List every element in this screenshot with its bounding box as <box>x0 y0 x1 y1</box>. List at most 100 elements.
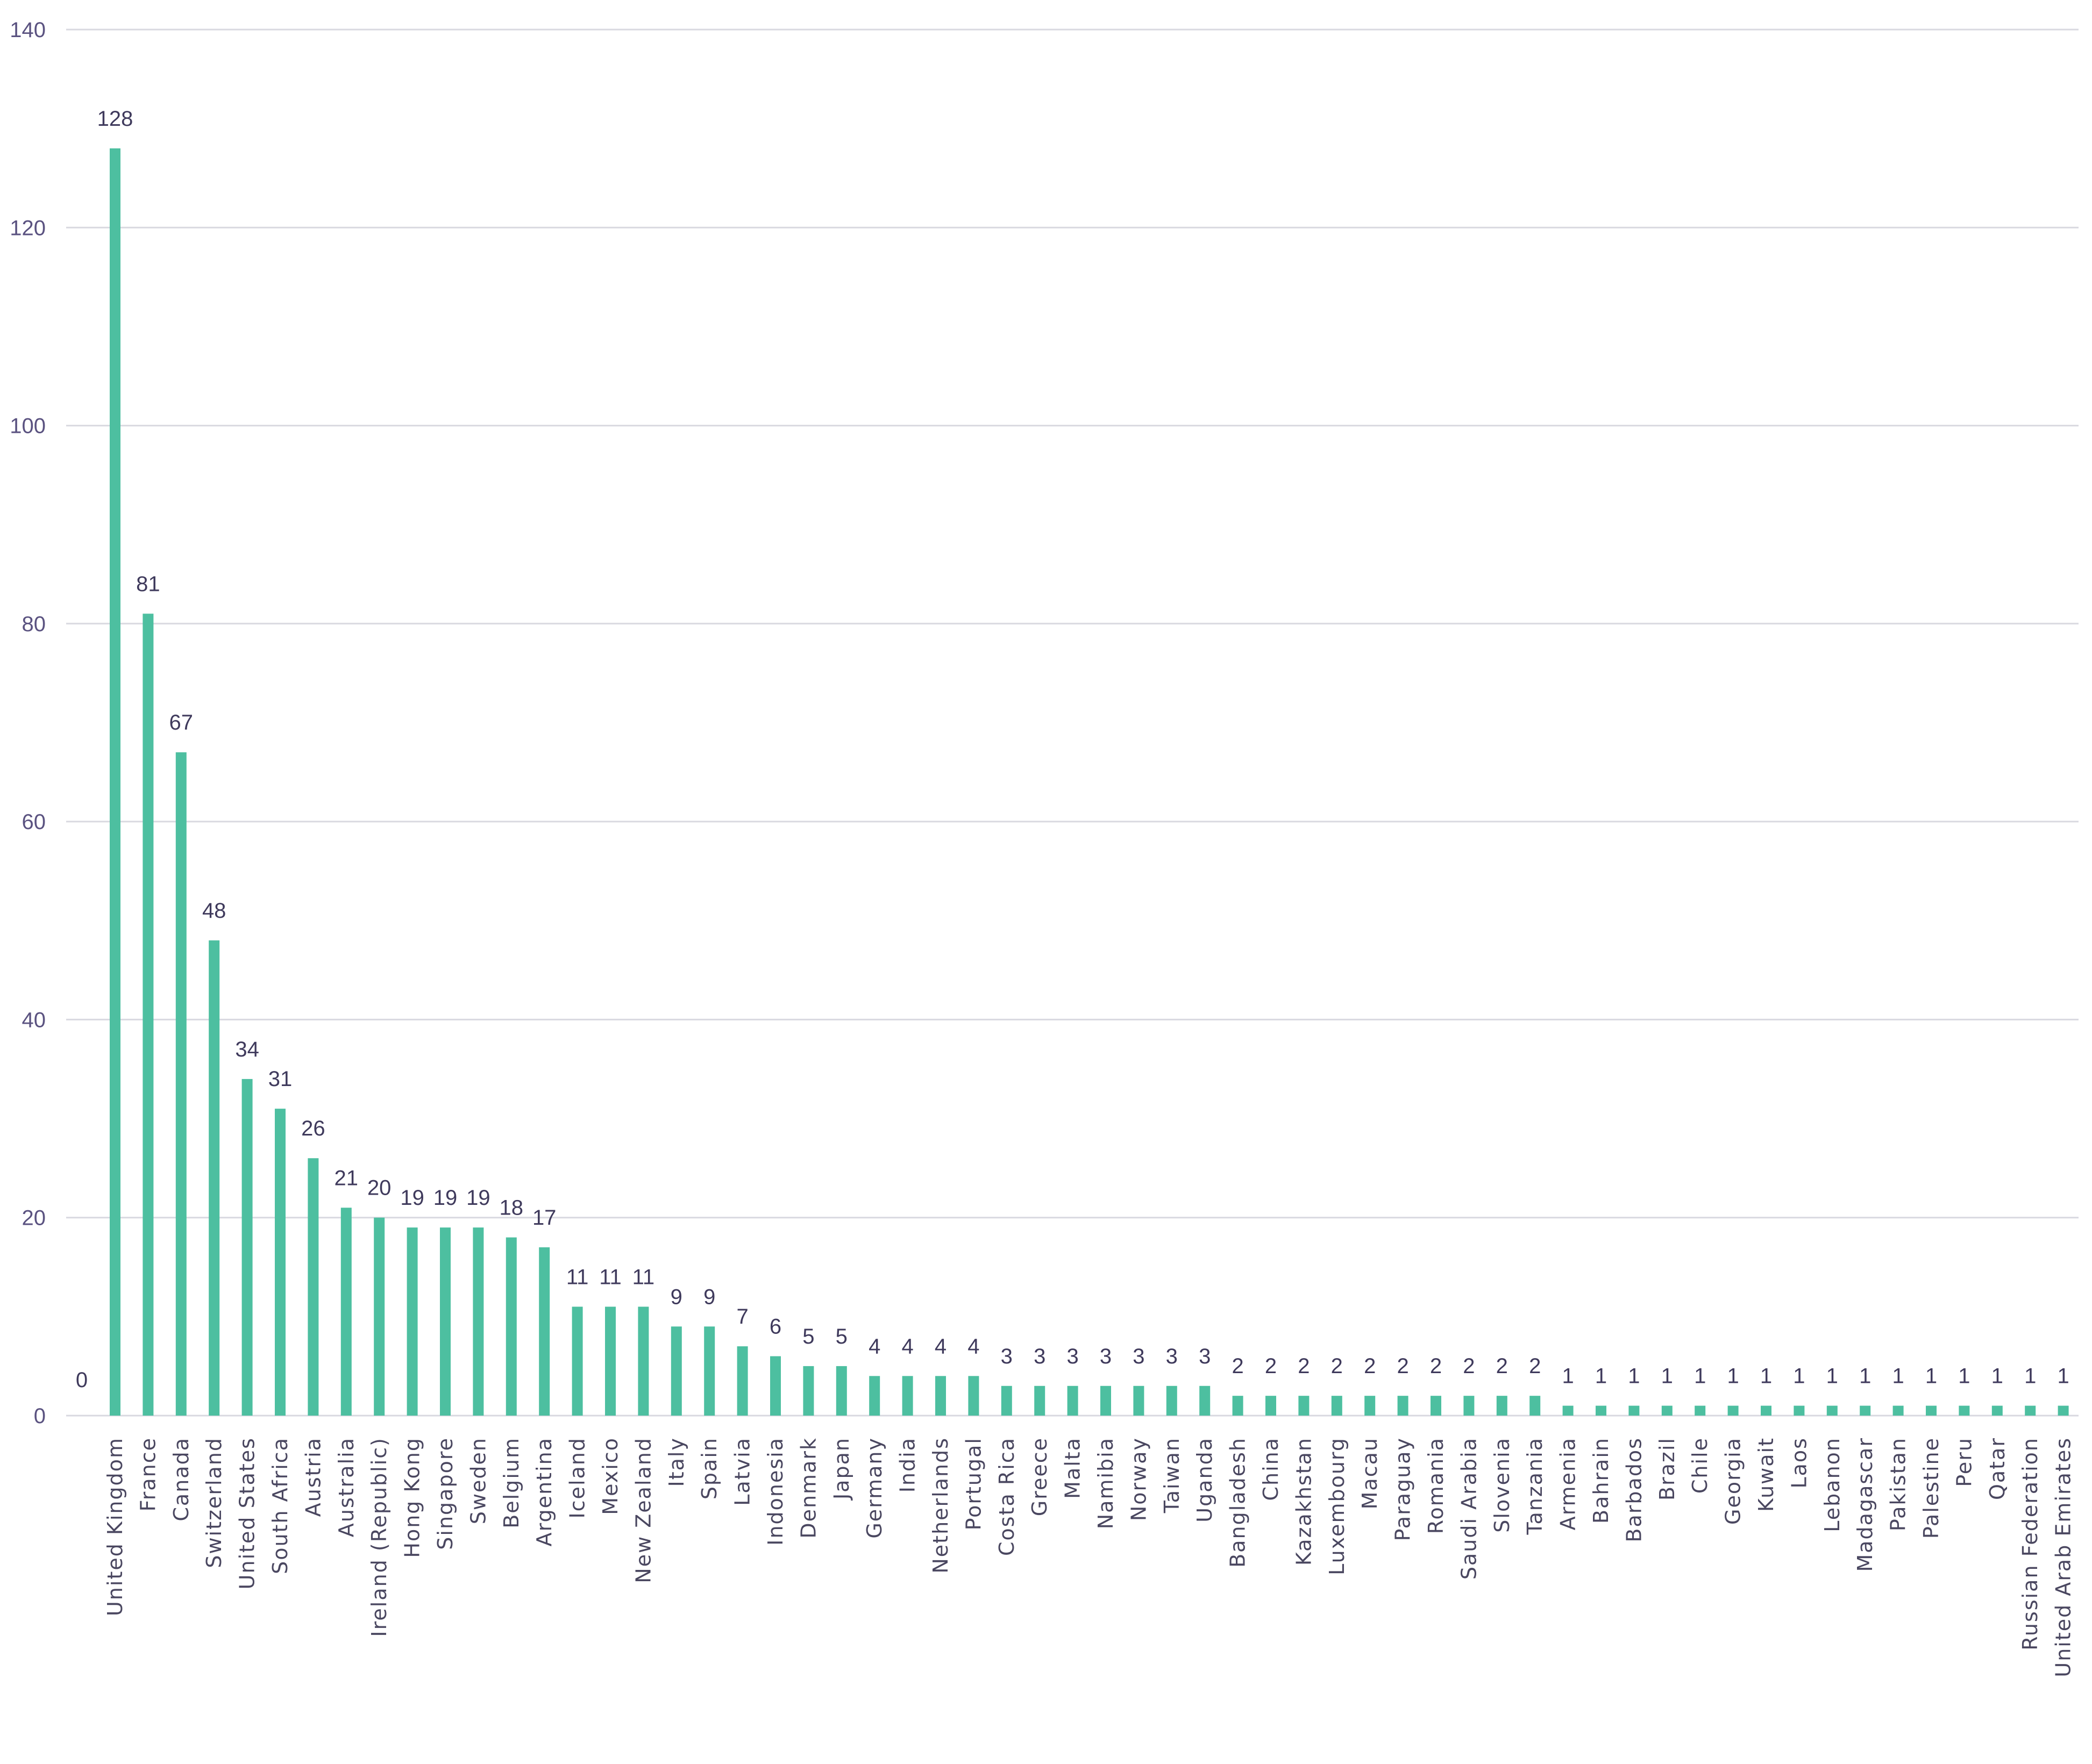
category-label: Germany <box>863 1437 886 1539</box>
category-label: Bahrain <box>1589 1437 1613 1524</box>
data-label: 3 <box>1034 1345 1045 1368</box>
category-label: Iceland <box>566 1437 589 1519</box>
gridlines <box>66 28 2079 1417</box>
bar <box>1034 1386 1045 1416</box>
bar <box>869 1376 880 1416</box>
category-label: Latvia <box>731 1437 755 1506</box>
category-label: Spain <box>698 1437 721 1499</box>
data-label: 11 <box>566 1265 589 1289</box>
category-label: Bangladesh <box>1226 1437 1250 1568</box>
bar <box>175 752 187 1416</box>
data-label: 2 <box>1397 1354 1408 1378</box>
bar <box>803 1366 814 1416</box>
category-label: Indonesia <box>764 1437 787 1546</box>
data-label: 1 <box>1859 1365 1871 1388</box>
category-label: Tanzania <box>1523 1437 1547 1535</box>
y-tick-label: 80 <box>22 612 46 636</box>
data-label: 1 <box>1925 1365 1937 1388</box>
bar <box>1067 1386 1078 1416</box>
category-label: Greece <box>1028 1437 1051 1516</box>
y-tick-label: 40 <box>22 1008 46 1032</box>
bar <box>1661 1405 1673 1416</box>
data-label: 3 <box>1066 1345 1078 1368</box>
bar <box>605 1306 616 1416</box>
category-label: Chile <box>1688 1437 1712 1494</box>
data-label: 7 <box>736 1305 748 1329</box>
y-axis-ticks: 0 20 40 60 80 100 120 140 <box>10 18 46 1428</box>
category-label: United Kingdom <box>103 1437 127 1616</box>
category-label: South Africa <box>268 1437 292 1574</box>
bar <box>1364 1396 1376 1416</box>
category-label: Japan <box>830 1437 853 1501</box>
y-tick-label: 140 <box>10 18 46 42</box>
category-label: Lebanon <box>1820 1437 1844 1532</box>
category-label: India <box>896 1437 920 1492</box>
data-label: 1 <box>2057 1365 2069 1388</box>
bar <box>737 1346 748 1416</box>
category-label: New Zealand <box>631 1437 655 1583</box>
bar <box>1133 1386 1144 1416</box>
bar <box>704 1326 715 1416</box>
y-tick-label: 20 <box>22 1206 46 1230</box>
bar <box>308 1158 319 1416</box>
bar <box>473 1227 484 1416</box>
category-label: France <box>136 1437 160 1511</box>
data-label: 21 <box>335 1166 359 1190</box>
data-label: 31 <box>268 1067 293 1091</box>
bar <box>1331 1396 1342 1416</box>
category-label: Uganda <box>1193 1437 1216 1523</box>
data-label: 81 <box>136 572 160 596</box>
bar <box>902 1376 913 1416</box>
data-label: 2 <box>1364 1354 1376 1378</box>
data-label: 2 <box>1331 1354 1343 1378</box>
bar <box>407 1227 418 1416</box>
bar <box>671 1326 682 1416</box>
data-label: 4 <box>935 1334 947 1358</box>
bar <box>935 1376 946 1416</box>
bar <box>1529 1396 1541 1416</box>
bar <box>1826 1405 1838 1416</box>
data-label: 2 <box>1496 1354 1508 1378</box>
bar <box>770 1356 781 1416</box>
y-tick-label: 120 <box>10 216 46 240</box>
data-label: 3 <box>1133 1345 1144 1368</box>
category-label: Hong Kong <box>401 1437 424 1558</box>
y-tick-label: 0 <box>34 1404 46 1428</box>
bar <box>1100 1386 1111 1416</box>
category-label: Qatar <box>1986 1437 2009 1500</box>
bar <box>241 1079 253 1416</box>
bar <box>1298 1396 1310 1416</box>
data-label: 67 <box>169 711 194 734</box>
data-label: 19 <box>433 1186 458 1210</box>
data-label: 2 <box>1298 1354 1310 1378</box>
data-label: 34 <box>235 1038 259 1061</box>
category-label: Australia <box>335 1437 358 1537</box>
data-label: 2 <box>1529 1354 1541 1378</box>
data-label: 2 <box>1430 1354 1442 1378</box>
category-label: Belgium <box>500 1437 523 1529</box>
category-label: Canada <box>169 1437 193 1522</box>
bar <box>374 1217 385 1416</box>
data-label: 9 <box>671 1285 682 1309</box>
data-label: 11 <box>632 1265 655 1289</box>
bar <box>1001 1386 1012 1416</box>
bar <box>1860 1405 1871 1416</box>
bar <box>1695 1405 1706 1416</box>
category-label: Netherlands <box>929 1437 952 1574</box>
data-label: 1 <box>1694 1365 1706 1388</box>
x-axis-category-labels: United Kingdom France Canada Switzerland Uni… <box>103 1437 2075 1677</box>
bar <box>340 1208 352 1416</box>
bar <box>1991 1405 2003 1416</box>
extra-zero-label: 0 <box>76 1368 88 1392</box>
bar <box>968 1376 979 1416</box>
bar <box>1892 1405 1904 1416</box>
data-label: 1 <box>1793 1365 1805 1388</box>
data-label: 1 <box>1826 1365 1838 1388</box>
bar <box>506 1237 517 1416</box>
category-label: Armenia <box>1556 1437 1580 1530</box>
bar <box>2025 1405 2036 1416</box>
category-label: Georgia <box>1721 1437 1745 1525</box>
category-label: Taiwan <box>1160 1437 1184 1513</box>
